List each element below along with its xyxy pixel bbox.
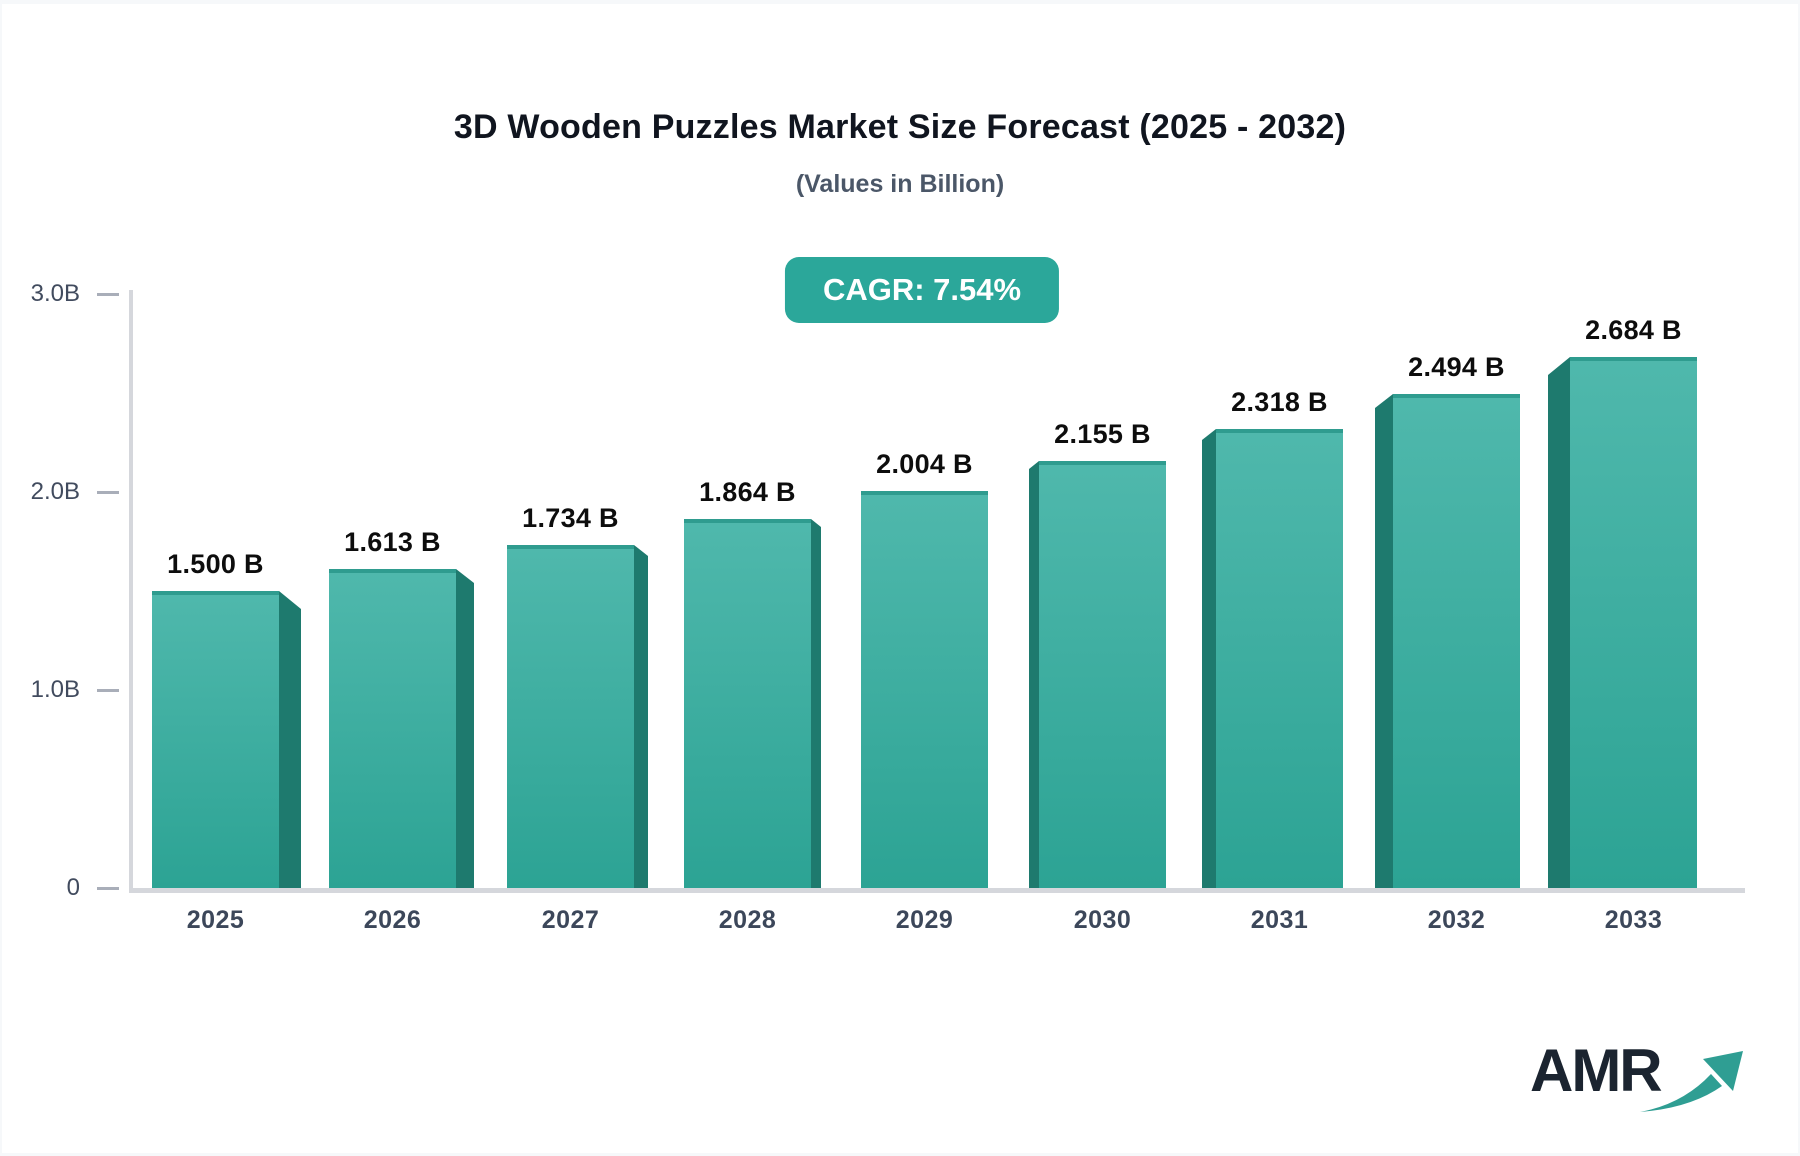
bar-side: [1029, 461, 1039, 888]
x-tick-label: 2033: [1604, 906, 1663, 934]
bar-side: [1548, 357, 1570, 888]
y-tick-label: 0: [66, 874, 80, 901]
x-tick-label: 2029: [895, 906, 954, 934]
y-tick-dash: [97, 689, 119, 692]
bar-face: [1216, 429, 1343, 888]
bar-face: [1039, 461, 1166, 888]
x-tick-label: 2032: [1427, 906, 1486, 934]
bar-value-label: 2.155 B: [1054, 419, 1151, 449]
bar-face: [1570, 357, 1697, 888]
bar-value-label: 1.613 B: [344, 527, 441, 557]
amr-logo: AMR: [1530, 1032, 1743, 1132]
bar-face: [861, 491, 988, 888]
bar-value-label: 1.500 B: [167, 549, 264, 579]
bar-value-label: 1.864 B: [699, 477, 796, 507]
bar-value-label: 2.004 B: [876, 449, 973, 479]
bar-side: [1375, 394, 1393, 888]
amr-logo-text: AMR: [1530, 1037, 1663, 1104]
y-tick-label: 3.0B: [30, 280, 80, 307]
cagr-badge: CAGR: 7.54%: [784, 257, 1060, 323]
bar-value-label: 2.318 B: [1231, 387, 1328, 417]
chart-title: 3D Wooden Puzzles Market Size Forecast (…: [453, 108, 1347, 146]
y-tick-dash: [97, 491, 119, 494]
x-tick-label: 2028: [718, 906, 777, 934]
bar-side: [456, 569, 474, 888]
bar-face: [684, 519, 811, 888]
bar-face: [507, 545, 634, 888]
x-tick-label: 2030: [1073, 906, 1132, 934]
x-tick-label: 2026: [363, 906, 422, 934]
bar-value-label: 1.734 B: [522, 503, 619, 533]
y-tick-dash: [97, 293, 119, 296]
bar-face: [1393, 394, 1520, 888]
y-tick-label: 2.0B: [30, 478, 80, 505]
x-tick-label: 2031: [1250, 906, 1309, 934]
plot-area: 0 1.0B 2.0B 3.0B 1.500 B 2025 1.613 B 2026 1.734…: [2, 4, 1798, 1153]
bar-face: [152, 591, 279, 888]
x-tick-label: 2027: [541, 906, 600, 934]
bar-side: [279, 591, 301, 888]
bar-value-label: 2.494 B: [1408, 352, 1505, 382]
x-axis-line: [129, 888, 1745, 893]
bar-side: [634, 545, 648, 888]
bar-value-label: 2.684 B: [1585, 315, 1682, 345]
bar-face: [329, 569, 456, 888]
y-tick-label: 1.0B: [30, 676, 80, 703]
bar-side: [1202, 429, 1216, 888]
x-tick-label: 2025: [186, 906, 245, 934]
growth-arrow-icon: [1640, 1051, 1743, 1112]
bar-side: [811, 519, 821, 888]
y-tick-dash: [97, 887, 119, 890]
y-axis-line: [129, 290, 133, 893]
chart-subtitle: (Values in Billion): [795, 170, 1005, 198]
